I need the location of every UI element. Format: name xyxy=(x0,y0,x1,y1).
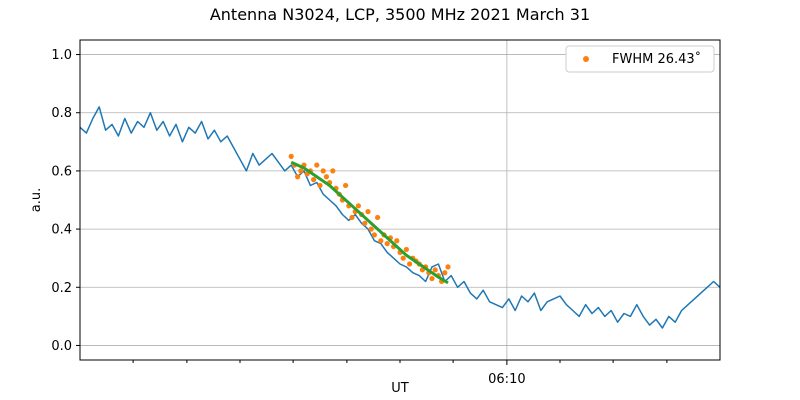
legend-label: FWHM 26.43˚ xyxy=(612,51,701,67)
chart-title: Antenna N3024, LCP, 3500 MHz 2021 March … xyxy=(210,5,590,24)
scatter-point xyxy=(355,203,361,209)
legend-marker xyxy=(583,56,589,62)
scatter-point xyxy=(362,220,368,226)
series-layer xyxy=(79,106,721,329)
scatter-point xyxy=(365,209,371,215)
scatter-point xyxy=(295,174,301,180)
scatter-point xyxy=(403,246,409,253)
signal-line xyxy=(79,106,721,329)
scatter-point xyxy=(394,238,400,244)
x-axis: 06:10 xyxy=(132,360,668,387)
y-axis-label: a.u. xyxy=(29,188,44,212)
scatter-point xyxy=(343,182,349,189)
y-tick-label: 0.6 xyxy=(51,164,72,179)
y-axis: 0.0 0.2 0.4 0.6 0.8 1.0 xyxy=(51,48,80,354)
y-tick-label: 1.0 xyxy=(51,48,72,63)
scatter-point xyxy=(317,182,323,189)
legend-box xyxy=(565,45,715,73)
x-tick-label: 06:10 xyxy=(488,372,525,387)
scatter-point xyxy=(432,267,438,273)
scatter-point xyxy=(314,162,320,168)
scatter-point xyxy=(298,168,304,174)
legend: FWHM 26.43˚ xyxy=(565,45,715,73)
scatter-point xyxy=(323,174,329,180)
plot-frame xyxy=(79,39,721,361)
scatter-point xyxy=(371,232,377,238)
scatter-point xyxy=(407,261,413,267)
x-axis-label: UT xyxy=(391,381,409,396)
y-tick-label: 0.4 xyxy=(51,223,72,238)
scatter-point xyxy=(445,264,451,270)
scatter-point xyxy=(349,214,355,221)
grid xyxy=(80,40,720,360)
scatter-point xyxy=(311,177,317,183)
scatter-point xyxy=(320,168,326,174)
scatter-point xyxy=(368,226,374,232)
scatter-point xyxy=(288,153,294,159)
scatter-point xyxy=(384,241,390,247)
scatter-point xyxy=(429,275,435,282)
scatter-point xyxy=(442,270,448,276)
y-tick-label: 0.0 xyxy=(51,339,72,354)
scatter-point xyxy=(400,255,406,261)
y-tick-label: 0.8 xyxy=(51,106,72,121)
scatter-point xyxy=(378,238,384,244)
scatter-point xyxy=(330,168,336,174)
fit-line xyxy=(290,160,449,285)
y-tick-label: 0.2 xyxy=(51,281,72,296)
scatter-point xyxy=(375,214,381,221)
